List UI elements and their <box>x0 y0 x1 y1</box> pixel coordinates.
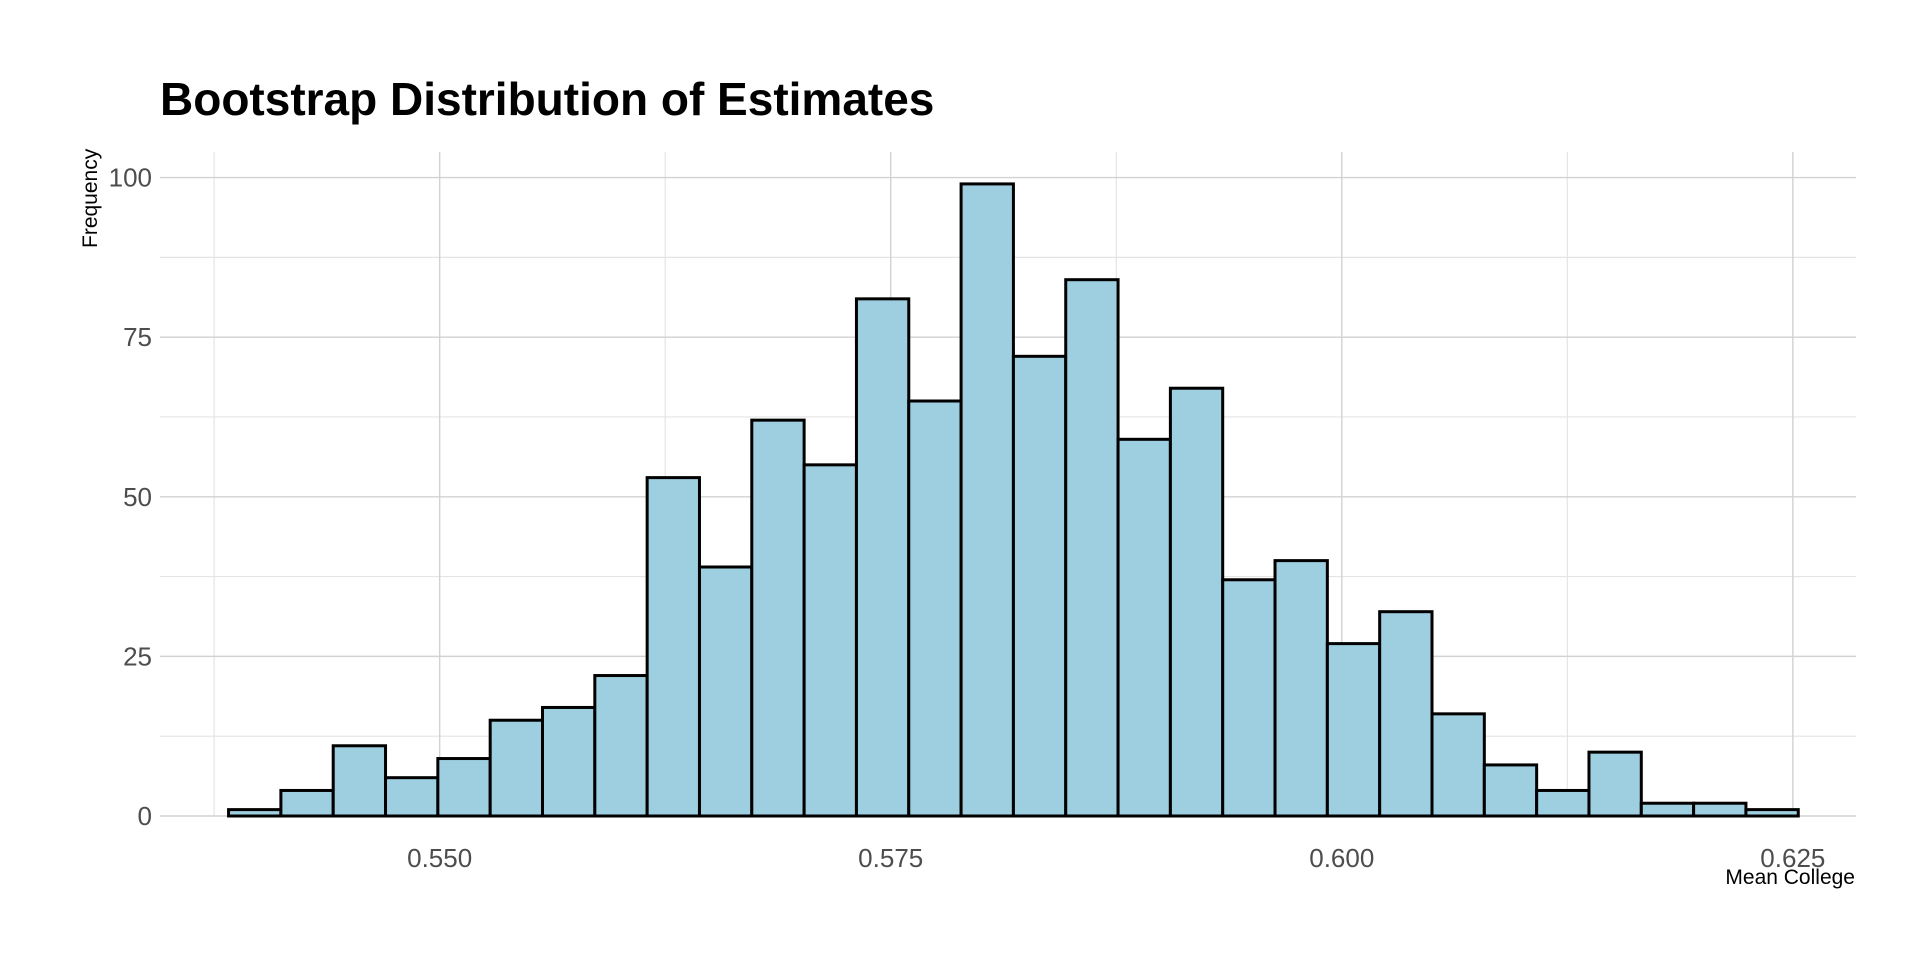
x-tick-label: 0.575 <box>858 843 923 873</box>
histogram-bar <box>1482 763 1539 818</box>
y-tick-label: 100 <box>109 163 152 193</box>
histogram-bar <box>907 399 963 818</box>
histogram-bar <box>802 463 858 818</box>
histogram-bar <box>1325 642 1382 818</box>
x-tick-label: 0.550 <box>407 843 472 873</box>
y-axis-ticks: 0 25 50 75 100 <box>109 163 152 831</box>
histogram-bar <box>593 674 649 818</box>
x-axis-ticks: 0.550 0.575 0.600 0.625 <box>407 843 1825 873</box>
histogram-bar <box>1587 750 1643 818</box>
y-tick-label: 25 <box>123 641 152 671</box>
histogram-bar <box>1378 610 1434 818</box>
histogram-bar <box>227 808 283 818</box>
histogram-bar <box>1064 278 1120 818</box>
histogram-bar <box>854 297 911 818</box>
histogram-bar <box>959 182 1015 818</box>
histogram-bar <box>436 757 492 818</box>
histogram-bar <box>1692 801 1748 818</box>
y-tick-label: 0 <box>138 801 152 831</box>
histogram-bar <box>1011 354 1068 818</box>
histogram-bar <box>1116 437 1172 818</box>
histogram-bar <box>488 718 545 818</box>
histogram-bar <box>1168 386 1225 818</box>
histogram-bar <box>1535 788 1591 818</box>
y-axis-title: Frequency <box>79 148 102 248</box>
y-tick-label: 75 <box>123 322 152 352</box>
x-axis-title: Mean College <box>1725 866 1855 889</box>
histogram-bar <box>750 418 806 818</box>
histogram-bar <box>541 705 597 818</box>
histogram-bar <box>1221 578 1277 818</box>
histogram-bar <box>1430 712 1486 818</box>
histogram-bar <box>279 788 335 818</box>
histogram-bar <box>645 476 701 818</box>
histogram-bars <box>227 182 1800 818</box>
chart-title: Bootstrap Distribution of Estimates <box>160 73 934 125</box>
histogram-bar <box>1744 808 1800 818</box>
histogram-bar <box>697 565 754 818</box>
histogram-bar <box>1273 559 1329 818</box>
y-tick-label: 50 <box>123 482 152 512</box>
histogram-bar <box>1639 801 1696 818</box>
x-tick-label: 0.600 <box>1309 843 1374 873</box>
x-tick-label: 0.625 <box>1760 843 1825 873</box>
histogram-bar <box>384 776 440 818</box>
histogram-bar <box>331 744 388 818</box>
